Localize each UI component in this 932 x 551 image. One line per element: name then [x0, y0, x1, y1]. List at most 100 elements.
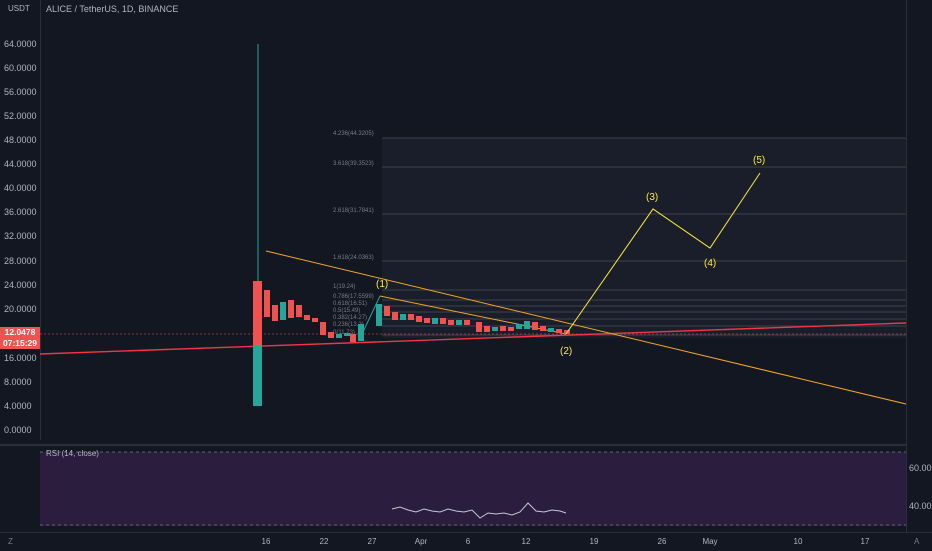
candle-up — [376, 304, 382, 326]
zoom-icon[interactable]: Z — [8, 537, 13, 546]
price-tick: 32.0000 — [4, 231, 37, 241]
candle-down — [350, 334, 356, 342]
price-tick: 64.0000 — [4, 39, 37, 49]
candle-up — [400, 314, 406, 320]
auto-scale-icon[interactable]: A — [914, 537, 920, 546]
candle-up — [524, 321, 530, 329]
date-tick: Apr — [414, 537, 428, 546]
candle-up — [344, 333, 350, 336]
candle-down — [408, 314, 414, 320]
wave-label-2: (2) — [560, 346, 572, 357]
price-tick: 20.0000 — [4, 304, 37, 314]
candle-down — [500, 326, 506, 331]
pane-divider[interactable] — [0, 444, 932, 446]
rsi-indicator-label[interactable]: RSI (14, close) — [46, 449, 99, 458]
right-price-scale[interactable]: 60.00 40.00 — [906, 0, 932, 532]
fib-label: 0.382(14.27) — [333, 315, 367, 321]
fib-label: 1.618(24.0363) — [333, 255, 374, 261]
fib-labels: 4.236(44.3205) 3.618(39.3523) 2.618(31.7… — [333, 131, 374, 336]
candle-up — [548, 328, 554, 332]
fib-label: 0.5(15.49) — [333, 308, 360, 314]
candle-down — [556, 329, 562, 333]
fib-label: 0(11.73) — [333, 330, 355, 336]
candle-down — [296, 305, 302, 317]
date-tick: 16 — [261, 537, 271, 546]
fib-label: 0.618(16.51) — [333, 301, 367, 307]
candle-down — [320, 322, 326, 335]
candle-down — [328, 332, 334, 338]
wave-label-5: (5) — [753, 155, 765, 166]
fib-label: 0.236(13.2) — [333, 322, 364, 328]
price-tick: 8.0000 — [4, 377, 32, 387]
time-axis[interactable]: Z 16 22 27 Apr 6 12 19 26 May 10 17 A — [0, 532, 932, 551]
rsi-band — [40, 452, 906, 526]
candle-down — [304, 315, 310, 320]
wave-label-3: (3) — [646, 192, 658, 203]
candle-down — [484, 326, 490, 332]
price-tick: 16.0000 — [4, 353, 37, 363]
support-trendline — [39, 322, 907, 355]
current-price-tag: 12.0478 07:15:29 — [0, 327, 40, 349]
price-tick: 52.0000 — [4, 111, 37, 121]
candle-down — [416, 316, 422, 322]
candle-down — [508, 327, 514, 331]
price-tick: 56.0000 — [4, 87, 37, 97]
candle-down — [440, 318, 446, 324]
candle-down — [448, 320, 454, 325]
date-tick: 26 — [657, 537, 667, 546]
candle-down — [540, 326, 546, 331]
fib-extension-box — [382, 138, 906, 338]
candle-down — [384, 306, 390, 316]
candle-down — [272, 305, 278, 321]
date-tick: 27 — [367, 537, 377, 546]
candle-up — [432, 318, 438, 324]
price-tick: 60.0000 — [4, 63, 37, 73]
candle-up — [358, 324, 364, 341]
candle-down — [264, 290, 270, 317]
candle-down — [312, 318, 318, 322]
candle-up — [456, 320, 462, 325]
symbol-title[interactable]: ALICE / TetherUS, 1D, BINANCE — [46, 4, 179, 14]
date-tick: 22 — [319, 537, 329, 546]
currency-unit: USDT — [8, 4, 30, 13]
current-price: 12.0478 — [4, 327, 36, 337]
price-tick: 48.0000 — [4, 135, 37, 145]
candles — [253, 44, 570, 406]
candle-down — [392, 312, 398, 320]
wave-1-leg — [361, 295, 381, 335]
wave-label-4: (4) — [704, 258, 716, 269]
date-tick: 17 — [860, 537, 870, 546]
rsi-line — [391, 502, 567, 519]
candle-down — [532, 322, 538, 330]
fib-label: 2.618(31.7841) — [333, 208, 374, 214]
date-tick: 12 — [521, 537, 531, 546]
candle-up — [516, 324, 522, 329]
resistance-trendline — [265, 250, 907, 405]
date-tick: 10 — [793, 537, 803, 546]
candle-down — [288, 300, 294, 318]
price-tick: 28.0000 — [4, 256, 37, 266]
bar-countdown: 07:15:29 — [2, 338, 38, 348]
candle-up — [492, 327, 498, 331]
candle-down — [253, 281, 262, 346]
candle-up — [336, 334, 342, 338]
candle-down — [464, 320, 470, 325]
candle-down — [424, 318, 430, 323]
date-tick: 6 — [465, 537, 471, 546]
wave-label-1: (1) — [376, 279, 388, 290]
candle-up — [280, 302, 286, 320]
date-tick: 19 — [589, 537, 599, 546]
fib-label: 4.236(44.3205) — [333, 131, 374, 137]
price-tick: 4.0000 — [4, 401, 32, 411]
price-tick: 44.0000 — [4, 159, 37, 169]
rsi-level: 60.00 — [909, 463, 932, 473]
price-axis[interactable]: USDT 64.0000 60.0000 56.0000 52.0000 48.… — [0, 0, 41, 440]
fib-label: 0.786(17.5599) — [333, 294, 374, 300]
price-tick: 40.0000 — [4, 183, 37, 193]
date-tick: May — [702, 537, 718, 546]
price-tick: 36.0000 — [4, 207, 37, 217]
fib-label: 3.618(39.3523) — [333, 161, 374, 167]
price-tick: 0.0000 — [4, 425, 32, 435]
rsi-level: 40.00 — [909, 501, 932, 511]
